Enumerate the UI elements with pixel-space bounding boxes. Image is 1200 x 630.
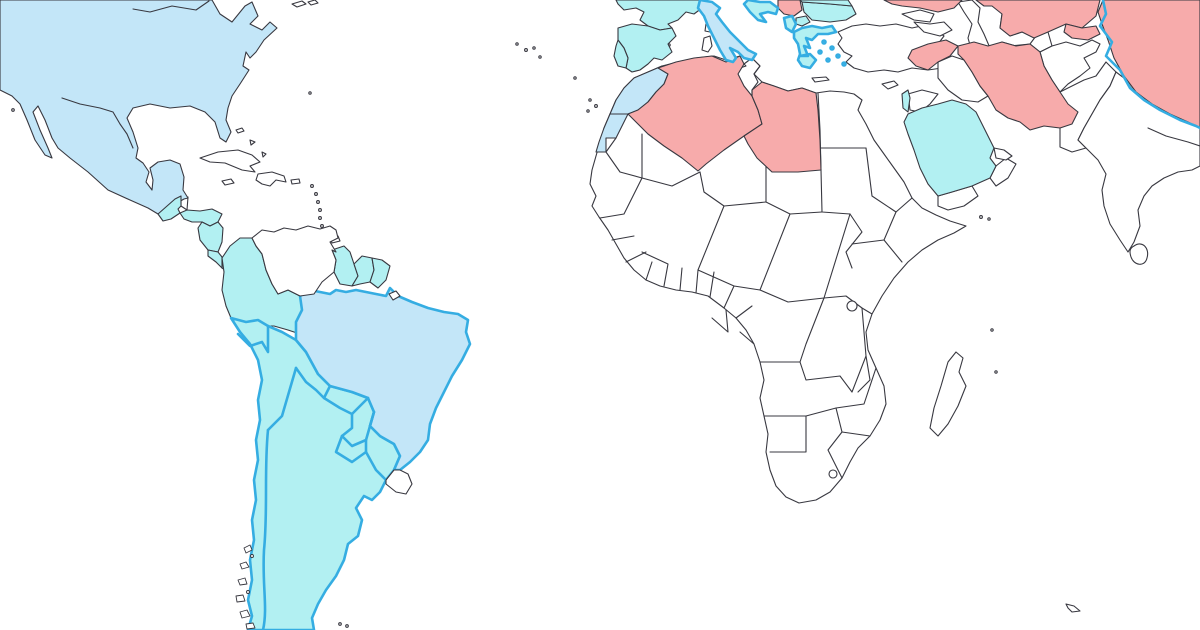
region-cuba [199,149,261,173]
region-venezuela [251,225,339,297]
region-iran [957,41,1079,131]
regions-pink [627,0,1200,173]
region-marajo-island [388,290,401,301]
lesser-antilles [310,184,328,235]
region-north-macedonia [795,15,811,27]
regions-highlight-border [229,0,1200,630]
china-west-blue-border [1098,0,1200,130]
region-cyprus [881,80,899,90]
region-hispaniola [255,171,287,187]
region-italy [696,0,758,64]
regions-pale-blue [0,0,669,215]
atlantic-islets [1,0,598,113]
region-serbia [777,0,803,17]
region-guatemala [157,195,182,222]
region-french-guiana [369,257,391,289]
north-america-borders [61,0,210,149]
africa-internal-borders [599,92,913,479]
region-croatia [742,0,780,24]
region-oman [989,157,1017,187]
region-russia-west [883,0,963,13]
region-uruguay [385,469,413,495]
region-western-sahara [595,113,629,153]
region-sardinia [701,35,713,53]
region-israel [901,89,911,113]
chile-fjord-islands [235,544,256,630]
region-usa-mexico [0,0,278,215]
region-syria [907,39,959,71]
bahamas-islands [235,127,267,158]
region-albania [782,14,798,34]
region-india [1077,71,1200,253]
region-greece [792,24,838,70]
region-jamaica [221,178,235,186]
region-libya [743,81,822,173]
region-nicaragua [197,221,224,253]
region-jordan [907,89,939,113]
region-sri-lanka [1129,243,1149,265]
region-armenia-azerbaijan [913,21,953,37]
region-kyrgyzstan [1063,23,1101,41]
region-romania [799,0,853,7]
regions-cyan [157,0,997,335]
region-portugal [613,39,629,69]
region-uae-qatar [993,147,1013,161]
region-kazakhstan-russia [975,0,1101,39]
region-madagascar [929,351,967,437]
region-brazil [294,286,472,472]
region-saudi-arabia [903,99,997,197]
region-nepal-border [1147,127,1200,147]
south-america-internal-borders [236,324,388,630]
lake-victoria [846,300,858,312]
region-lesotho [828,469,838,479]
indian-ocean-islets [338,215,1081,628]
region-caucasus [901,9,935,23]
aegean-islands [817,39,847,67]
region-crete [811,76,830,83]
region-puerto-rico [290,178,301,185]
sa-white-overlays [251,225,413,495]
